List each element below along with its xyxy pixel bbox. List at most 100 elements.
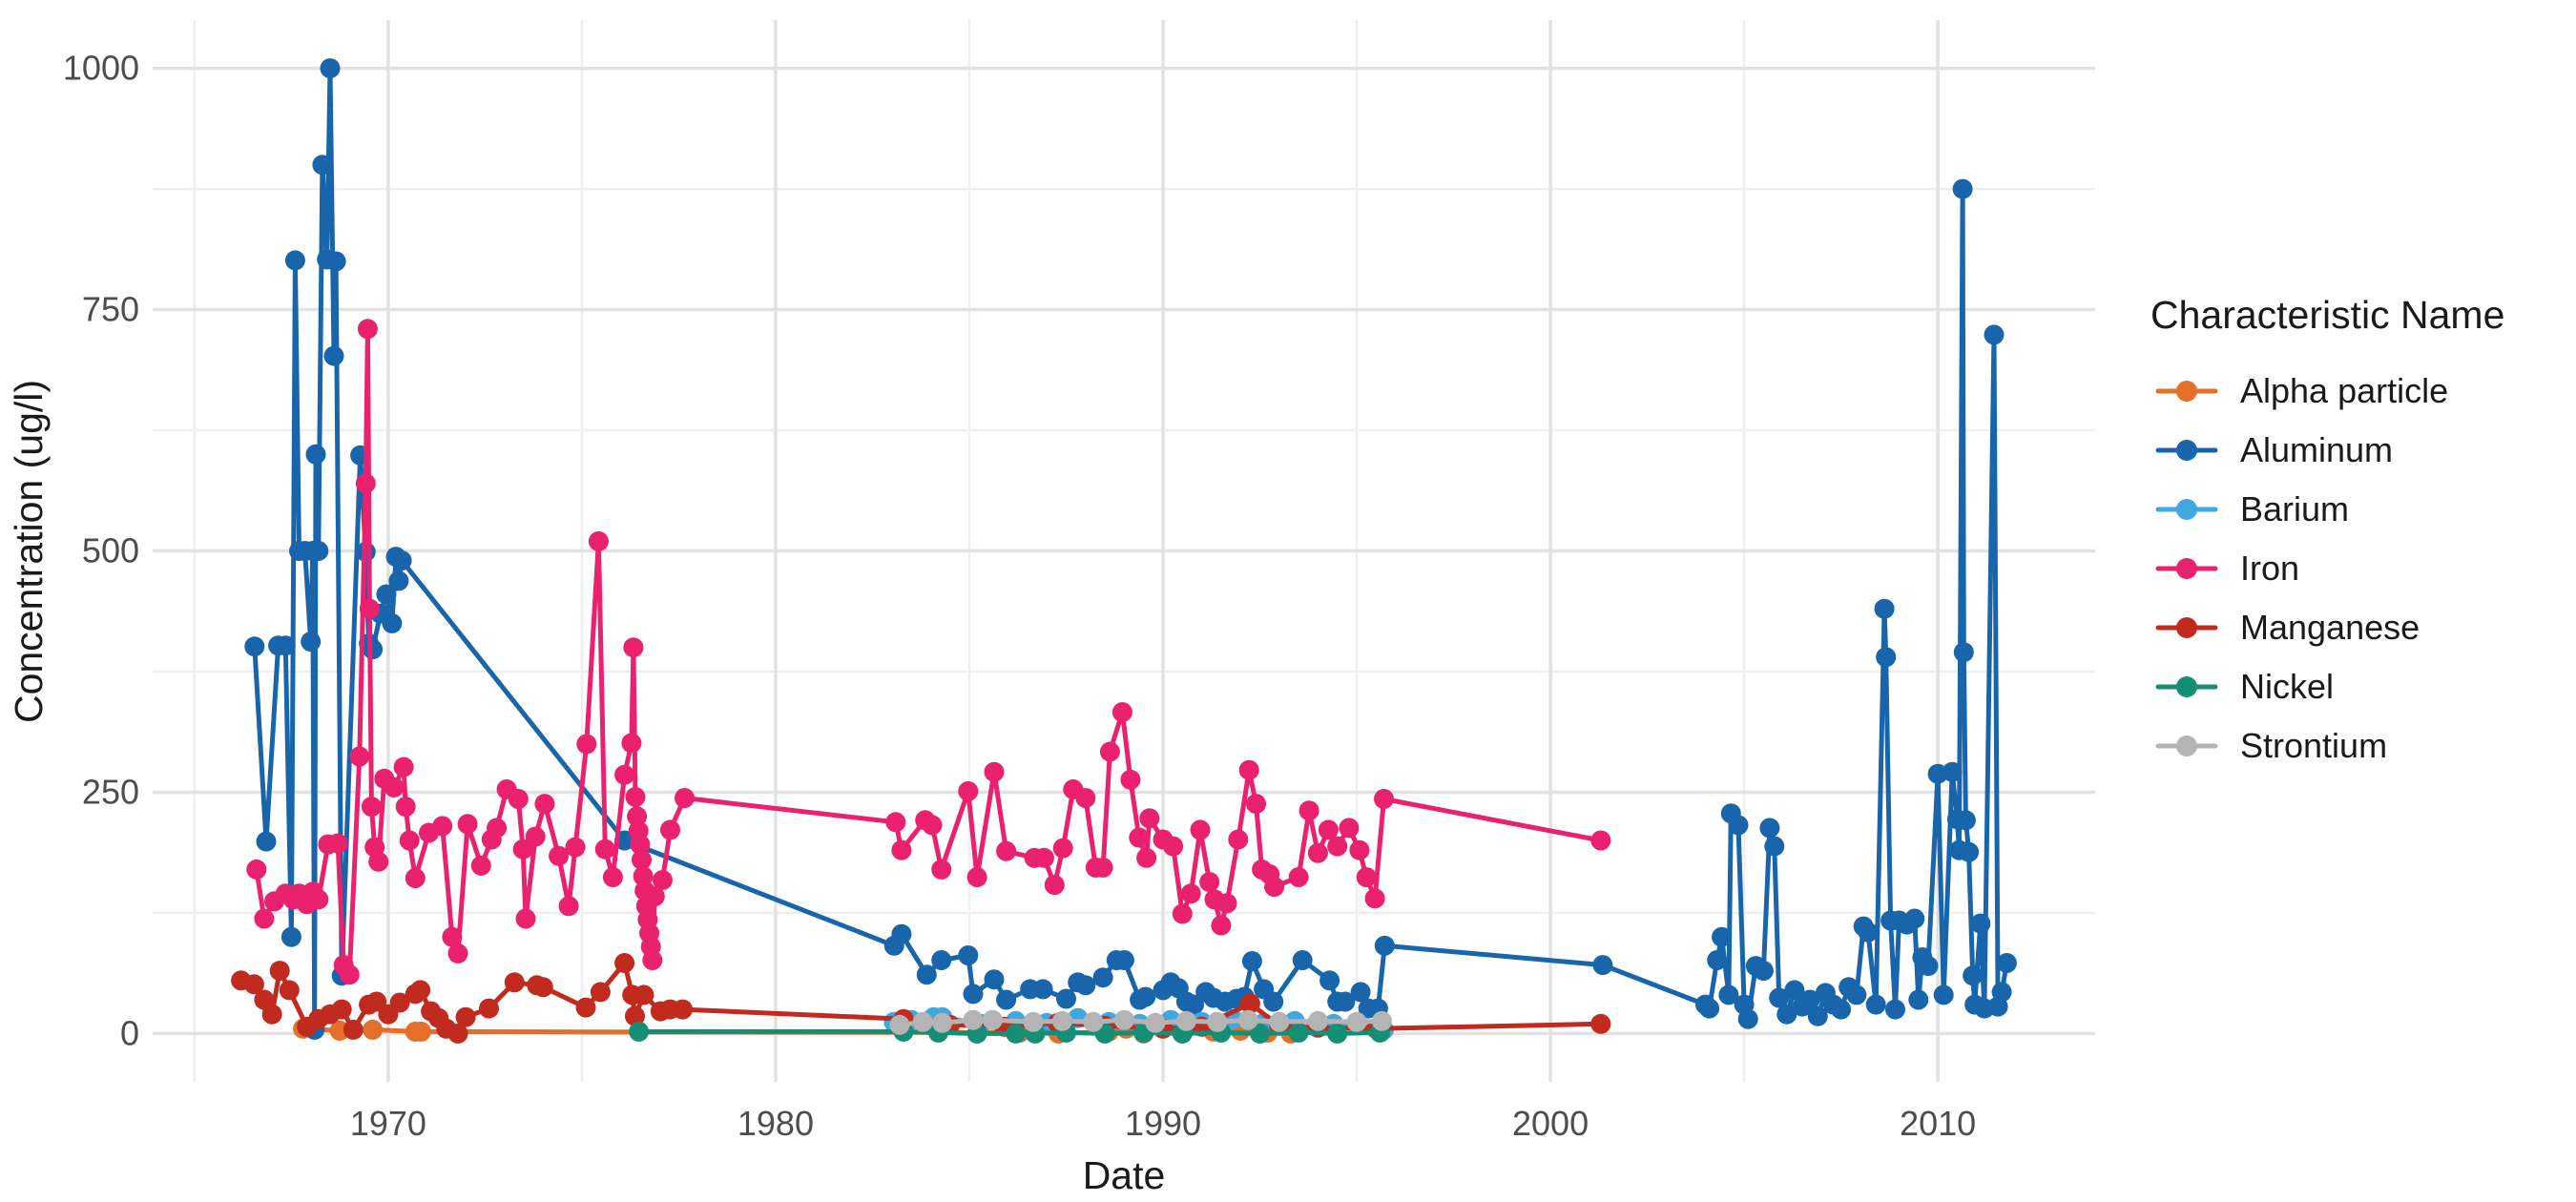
x-tick-label: 1980	[737, 1104, 814, 1143]
data-point-aluminum	[1799, 989, 1820, 1010]
legend-label-barium: Barium	[2240, 489, 2349, 528]
data-point-aluminum	[1184, 994, 1204, 1015]
data-point-aluminum	[284, 250, 305, 271]
data-point-iron	[308, 889, 329, 910]
data-point-iron	[515, 908, 536, 929]
data-point-iron	[1374, 789, 1394, 809]
data-point-aluminum	[1904, 908, 1925, 929]
data-point-iron	[487, 818, 508, 839]
data-point-iron	[1246, 794, 1266, 815]
data-point-iron	[355, 473, 376, 494]
data-point-aluminum	[1092, 967, 1113, 988]
data-point-manganese	[261, 1004, 282, 1025]
data-point-iron	[1216, 893, 1237, 914]
series-manganese	[231, 953, 1611, 1044]
data-point-iron	[442, 926, 463, 947]
gridlines	[153, 20, 2095, 1082]
data-point-iron	[512, 839, 533, 860]
data-point-iron	[891, 839, 912, 860]
data-point-iron	[660, 819, 680, 840]
data-point-iron	[1033, 847, 1054, 868]
data-point-iron	[558, 896, 579, 917]
data-point-manganese	[279, 980, 300, 1001]
data-point-aluminum	[312, 155, 333, 176]
data-point-aluminum	[323, 345, 344, 366]
y-tick-labels: 0 250 500 750 1000	[63, 49, 139, 1053]
legend-item-nickel: Nickel	[2155, 667, 2334, 706]
data-point-iron	[1228, 829, 1249, 850]
data-point-aluminum	[388, 570, 409, 591]
data-point-nickel	[1327, 1023, 1348, 1044]
series-layer	[231, 58, 2017, 1044]
data-point-iron	[393, 756, 414, 777]
y-tick-label: 1000	[63, 49, 139, 88]
data-point-strontium	[1145, 1012, 1166, 1033]
data-point-iron	[632, 849, 652, 870]
data-point-aluminum	[1241, 951, 1262, 971]
data-point-iron	[588, 530, 609, 551]
data-point-manganese	[455, 1006, 476, 1027]
data-point-iron	[623, 637, 644, 658]
legend-item-alpha-particle: Alpha particle	[2155, 371, 2448, 410]
data-point-iron	[1238, 759, 1259, 780]
data-point-iron	[361, 797, 382, 818]
data-point-iron	[1120, 769, 1141, 790]
data-point-aluminum	[280, 926, 301, 947]
legend-item-strontium: Strontium	[2155, 726, 2387, 765]
data-point-manganese	[673, 999, 693, 1020]
data-point-iron	[1099, 741, 1120, 762]
data-point-iron	[357, 319, 378, 340]
data-point-iron	[1129, 827, 1150, 848]
data-point-aluminum	[1784, 980, 1805, 1001]
data-point-aluminum	[1952, 178, 1973, 199]
data-point-aluminum	[1292, 950, 1313, 970]
data-point-manganese	[614, 953, 635, 973]
data-point-iron	[1298, 800, 1319, 821]
data-point-strontium	[1346, 1011, 1367, 1032]
data-point-iron	[1264, 877, 1285, 898]
data-point-nickel	[629, 1021, 650, 1042]
data-point-iron	[1199, 872, 1220, 893]
data-point-iron	[349, 746, 370, 767]
data-point-iron	[1190, 819, 1211, 840]
data-point-iron	[627, 806, 648, 827]
x-axis-title: Date	[1083, 1153, 1166, 1197]
legend-swatch-dot-barium	[2176, 499, 2197, 520]
data-point-iron	[508, 789, 529, 809]
data-point-aluminum	[1263, 991, 1284, 1012]
data-point-iron	[966, 867, 987, 887]
data-point-nickel	[1250, 1023, 1270, 1044]
series-aluminum	[244, 58, 2017, 1040]
data-point-iron	[368, 851, 389, 872]
data-point-iron	[470, 855, 491, 876]
data-point-aluminum	[1933, 984, 1954, 1005]
data-point-manganese	[504, 972, 525, 993]
data-point-iron	[1111, 702, 1132, 722]
data-point-strontium	[1113, 1009, 1134, 1030]
data-point-manganese	[366, 991, 387, 1012]
data-point-strontium	[1237, 1009, 1258, 1030]
data-point-iron	[432, 816, 453, 837]
data-point-iron	[1136, 847, 1157, 868]
data-point-aluminum	[275, 635, 296, 656]
data-point-aluminum	[1831, 999, 1852, 1020]
data-point-iron	[549, 845, 570, 866]
data-point-aluminum	[1319, 970, 1340, 991]
data-point-aluminum	[891, 923, 912, 944]
data-point-iron	[447, 943, 468, 964]
data-point-iron	[614, 764, 635, 785]
data-point-manganese	[269, 961, 290, 982]
data-point-aluminum	[1918, 956, 1939, 977]
data-point-aluminum	[1764, 836, 1785, 857]
data-point-aluminum	[1350, 982, 1371, 1003]
data-point-iron	[958, 780, 979, 801]
data-point-strontium	[889, 1014, 910, 1035]
legend-swatch-dot-manganese	[2176, 617, 2197, 638]
data-point-iron	[633, 866, 654, 886]
data-point-aluminum	[1759, 818, 1780, 839]
data-point-iron	[1139, 808, 1160, 829]
data-point-strontium	[1207, 1011, 1228, 1032]
data-point-aluminum	[244, 636, 265, 657]
data-point-aluminum	[1769, 987, 1790, 1008]
